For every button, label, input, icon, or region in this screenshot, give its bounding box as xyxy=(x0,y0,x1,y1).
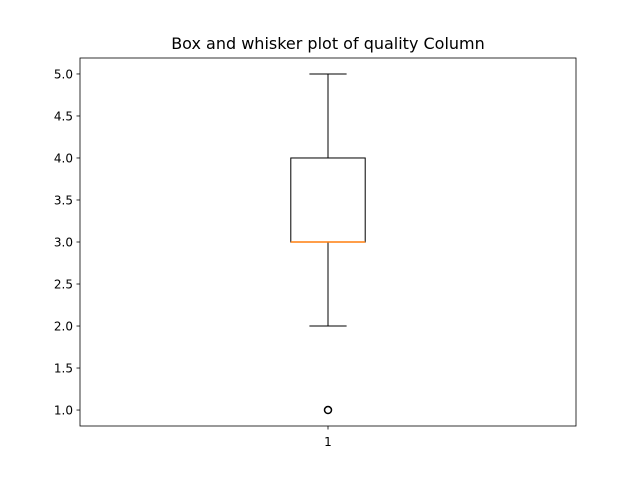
chart-title: Box and whisker plot of quality Column xyxy=(171,34,485,53)
y-tick-label: 2.0 xyxy=(54,319,73,333)
y-tick-label: 4.5 xyxy=(54,109,73,123)
y-tick-label: 3.5 xyxy=(54,193,73,207)
x-tick-label: 1 xyxy=(324,435,332,449)
outlier-point xyxy=(323,405,333,415)
y-tick-label: 1.0 xyxy=(54,403,73,417)
y-tick-label: 4.0 xyxy=(54,151,73,165)
y-tick-label: 5.0 xyxy=(54,67,73,81)
iqr-box xyxy=(290,157,366,243)
plot-area: 1.0 1.5 2.0 2.5 3.0 3.5 4.0 4.5 5.0 1 xyxy=(54,57,577,449)
y-tick-label: 3.0 xyxy=(54,235,73,249)
y-tick-label: 1.5 xyxy=(54,361,73,375)
axes-frame xyxy=(79,57,577,427)
y-tick-label: 2.5 xyxy=(54,277,73,291)
